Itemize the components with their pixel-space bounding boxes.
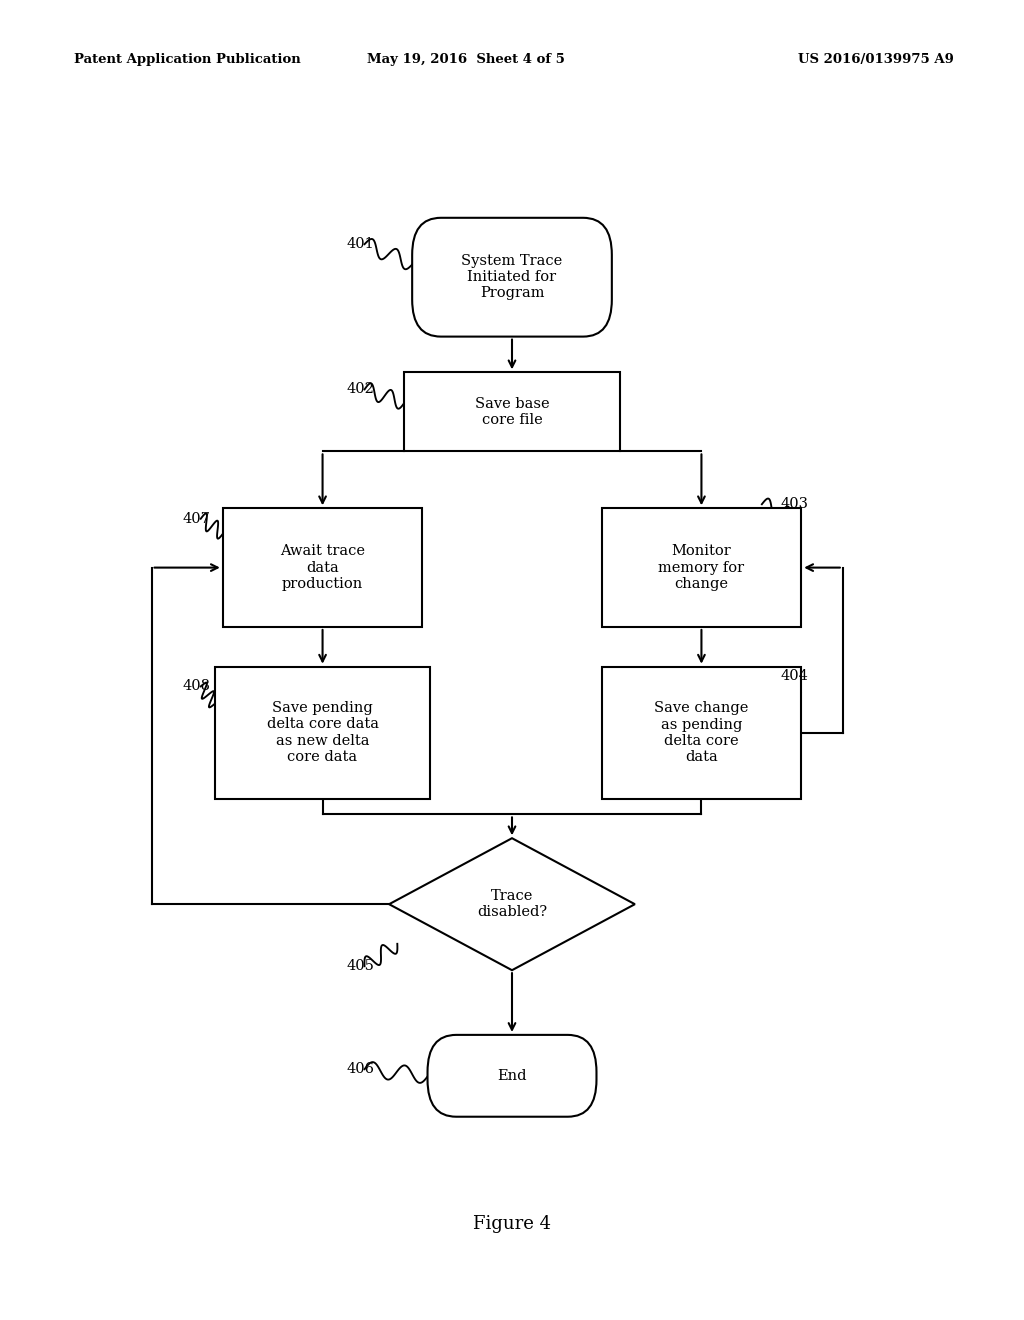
- Text: 401: 401: [346, 238, 374, 251]
- Text: 406: 406: [346, 1063, 374, 1076]
- FancyBboxPatch shape: [428, 1035, 596, 1117]
- Text: Monitor
memory for
change: Monitor memory for change: [658, 544, 744, 591]
- Text: Save pending
delta core data
as new delta
core data: Save pending delta core data as new delt…: [266, 701, 379, 764]
- Text: 403: 403: [780, 498, 808, 511]
- FancyBboxPatch shape: [412, 218, 611, 337]
- Bar: [404, 372, 620, 451]
- Text: 405: 405: [346, 960, 374, 973]
- Bar: [602, 508, 801, 627]
- Text: Save base
core file: Save base core file: [475, 397, 549, 426]
- Bar: [602, 667, 801, 799]
- Text: 404: 404: [780, 669, 808, 682]
- Text: Patent Application Publication: Patent Application Publication: [74, 53, 300, 66]
- Text: Trace
disabled?: Trace disabled?: [477, 890, 547, 919]
- Text: Figure 4: Figure 4: [473, 1214, 551, 1233]
- Text: May 19, 2016  Sheet 4 of 5: May 19, 2016 Sheet 4 of 5: [367, 53, 565, 66]
- Text: US 2016/0139975 A9: US 2016/0139975 A9: [798, 53, 953, 66]
- Text: 407: 407: [182, 512, 210, 525]
- Text: 408: 408: [182, 680, 210, 693]
- Text: 402: 402: [346, 383, 374, 396]
- Polygon shape: [389, 838, 635, 970]
- Bar: [223, 508, 422, 627]
- Text: End: End: [498, 1069, 526, 1082]
- Bar: [215, 667, 430, 799]
- Text: Await trace
data
production: Await trace data production: [280, 544, 366, 591]
- Text: Save change
as pending
delta core
data: Save change as pending delta core data: [654, 701, 749, 764]
- Text: System Trace
Initiated for
Program: System Trace Initiated for Program: [462, 253, 562, 301]
